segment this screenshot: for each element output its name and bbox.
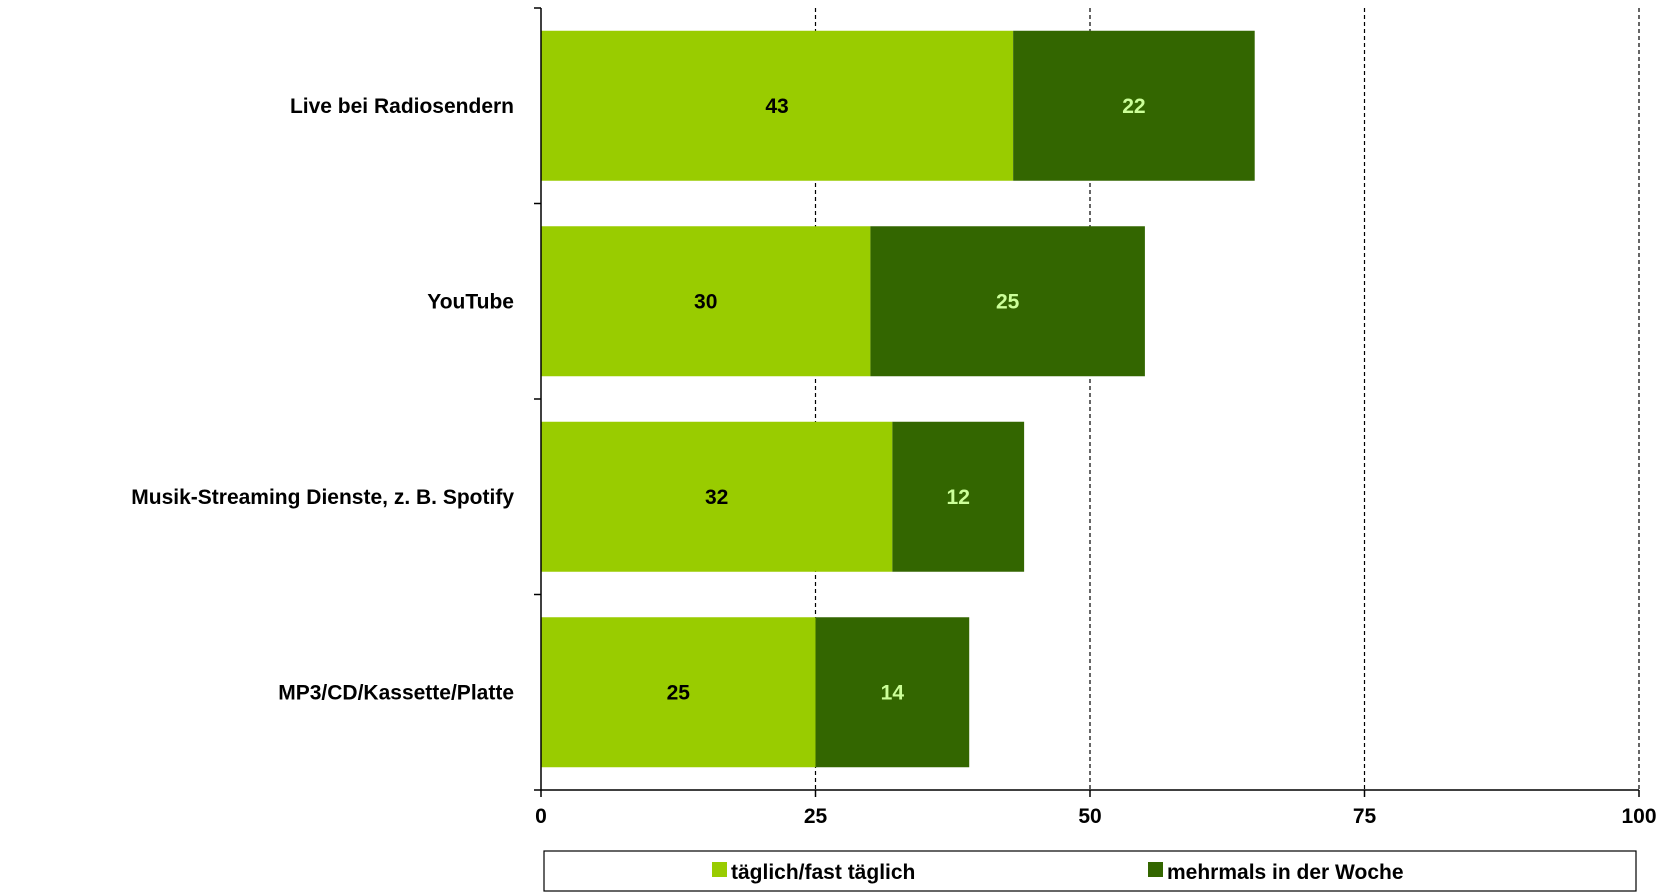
legend-label-weekly: mehrmals in der Woche	[1167, 861, 1404, 884]
data-label: 14	[881, 681, 905, 704]
data-label: 30	[694, 290, 717, 313]
data-label: 12	[947, 486, 970, 509]
category-label: MP3/CD/Kassette/Platte	[278, 681, 514, 704]
data-label: 32	[705, 486, 728, 509]
legend-frame	[543, 850, 1637, 892]
legend: täglich/fast täglich mehrmals in der Woc…	[543, 850, 1637, 892]
labels: 0 25 50 75 100 Live bei Radiosendern 43 22 YouTu…	[131, 95, 1656, 828]
axes	[534, 7, 1640, 797]
data-label: 25	[996, 290, 1020, 313]
data-label: 22	[1122, 95, 1145, 118]
bar-segment	[815, 617, 970, 768]
category-label: Live bei Radiosendern	[290, 95, 514, 118]
legend-label-daily: täglich/fast täglich	[731, 861, 915, 884]
x-tick-label: 50	[1078, 805, 1101, 828]
legend-swatch-weekly	[1148, 862, 1163, 877]
bar-segment	[541, 226, 871, 377]
bar-segment	[1013, 30, 1255, 181]
data-label: 43	[765, 95, 788, 118]
bar-segment	[892, 421, 1025, 572]
legend-swatch-daily	[712, 862, 727, 877]
x-tick-label: 100	[1621, 805, 1656, 828]
x-tick-label: 25	[804, 805, 828, 828]
bar-segment	[870, 226, 1145, 377]
bar-segment	[541, 421, 893, 572]
data-label: 25	[667, 681, 691, 704]
bar-segment	[541, 617, 816, 768]
x-tick-label: 0	[535, 805, 547, 828]
bar-segment	[541, 30, 1014, 181]
x-tick-label: 75	[1353, 805, 1377, 828]
category-label: Musik-Streaming Dienste, z. B. Spotify	[131, 486, 514, 509]
bars	[541, 30, 1255, 768]
category-label: YouTube	[427, 290, 514, 313]
